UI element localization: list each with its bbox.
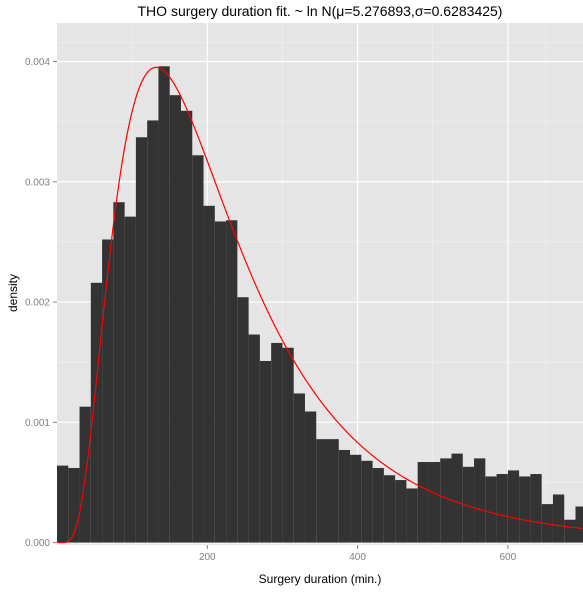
histogram-bar [203, 205, 215, 543]
histogram-bar [259, 360, 272, 543]
histogram-bar [192, 155, 204, 543]
histogram-bar [214, 221, 227, 543]
histogram-bar [124, 216, 136, 543]
histogram-bar [316, 439, 328, 543]
histogram-bar [372, 468, 384, 543]
histogram-bar [169, 95, 181, 543]
x-axis-label: Surgery duration (min.) [258, 572, 382, 586]
chart-title: THO surgery duration fit. ~ ln N(μ=5.276… [137, 3, 503, 19]
lognormal-fit-curve [57, 66, 583, 544]
histogram-bar [451, 453, 463, 543]
histogram-bar [406, 488, 418, 543]
histogram-bar [327, 439, 339, 543]
histogram-bar [383, 475, 396, 543]
histogram-bar [90, 282, 103, 543]
histogram-bar [102, 239, 114, 543]
y-tick-label: 0.000 [25, 538, 50, 549]
histogram-bar [564, 519, 576, 543]
histogram-bar [350, 454, 362, 543]
histogram-bar [158, 66, 170, 543]
histogram-bar [147, 120, 159, 543]
y-tick-label: 0.003 [25, 177, 50, 188]
histogram-bar [519, 476, 531, 543]
histogram-bar [552, 494, 565, 543]
histogram-bar [395, 480, 407, 543]
histogram-bar [462, 466, 475, 543]
x-tick-label: 600 [500, 552, 517, 563]
y-axis-label: density [6, 273, 20, 313]
histogram-bar [57, 465, 69, 543]
histogram-bar [485, 476, 497, 543]
histogram-bar [428, 462, 441, 543]
histogram-bar [113, 202, 125, 543]
histogram-bar [293, 393, 305, 543]
histogram-bar [361, 460, 373, 543]
x-tick-label: 200 [199, 552, 216, 563]
histogram-bar [417, 462, 429, 543]
histogram-bar [496, 474, 508, 543]
histogram-bar [226, 220, 238, 543]
histogram-bar [338, 449, 351, 543]
histogram-bar [271, 342, 283, 543]
histogram-bar [304, 411, 317, 543]
histogram-bar [530, 474, 542, 543]
y-tick-label: 0.002 [25, 298, 50, 309]
histogram-bar [575, 506, 583, 543]
histogram-bar [507, 470, 520, 543]
histogram-bar [474, 458, 486, 543]
histogram-bar [282, 347, 294, 543]
histogram-bar [135, 137, 148, 543]
x-tick-label: 400 [349, 552, 366, 563]
histogram-bar [248, 334, 260, 543]
y-tick-label: 0.004 [25, 57, 50, 68]
histogram-bar [68, 468, 80, 543]
histogram-bar [180, 110, 193, 543]
y-tick-label: 0.001 [25, 418, 50, 429]
histogram-bar [440, 458, 452, 543]
histogram-bar [237, 297, 249, 543]
